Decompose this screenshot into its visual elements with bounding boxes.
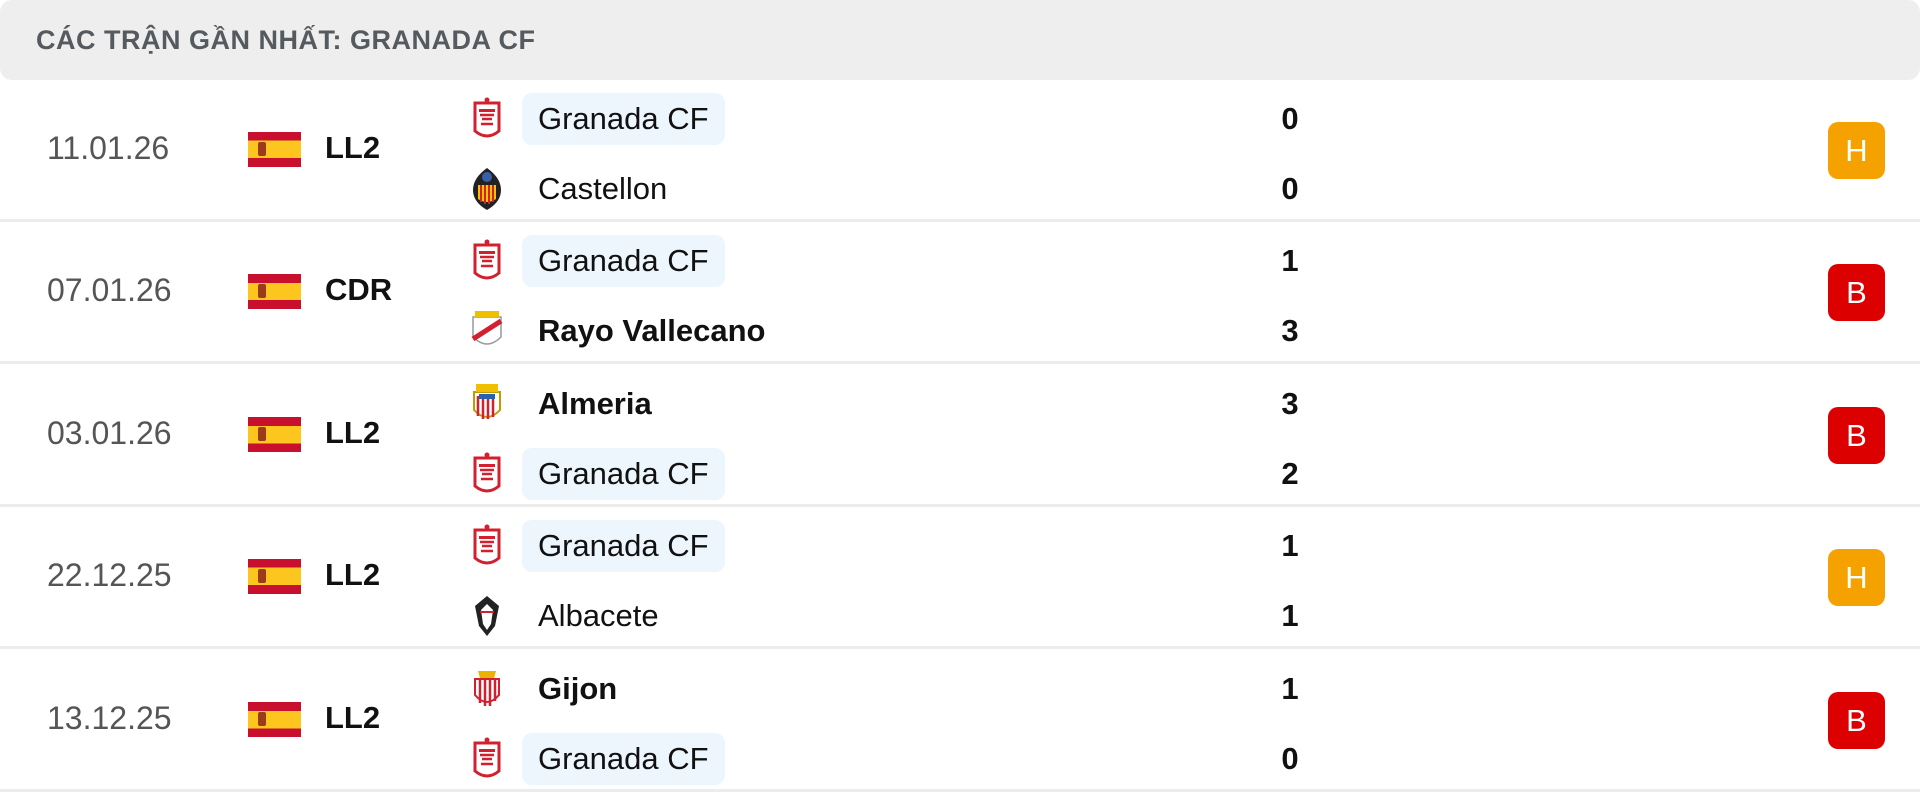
spain-flag-icon	[248, 416, 301, 452]
home-score: 1	[1281, 670, 1299, 706]
away-score: 0	[1281, 171, 1299, 206]
away-score: 2	[1281, 455, 1299, 491]
away-team-name[interactable]: Castellon	[538, 171, 668, 206]
granada-crest-icon	[470, 97, 504, 141]
result-badge: H	[1828, 122, 1885, 179]
rayo-crest-icon	[470, 309, 504, 353]
albacete-crest-icon	[470, 594, 504, 638]
away-score: 1	[1281, 598, 1299, 634]
almeria-crest-icon	[470, 382, 504, 426]
home-team-name[interactable]: Gijon	[538, 670, 618, 706]
home-score: 1	[1281, 528, 1299, 564]
league-code[interactable]: LL2	[325, 414, 381, 450]
match-row[interactable]: 13.12.25 LL2 Gijon 1 Granada CF 0 B	[0, 650, 1920, 792]
home-team-name[interactable]: Almeria	[538, 385, 652, 421]
match-date: 07.01.26	[47, 272, 172, 309]
granada-crest-icon	[470, 239, 504, 283]
result-badge: B	[1828, 406, 1885, 464]
away-score: 3	[1281, 313, 1299, 349]
away-team-name[interactable]: Albacete	[538, 598, 659, 634]
away-team-name[interactable]: Granada CF	[522, 447, 725, 500]
spain-flag-icon	[248, 274, 301, 310]
home-score: 1	[1281, 243, 1299, 279]
spain-flag-icon	[248, 701, 301, 737]
castellon-crest-icon	[470, 167, 504, 211]
home-score: 3	[1281, 385, 1299, 421]
match-row[interactable]: 22.12.25 LL2 Granada CF 1 Albacete 1 H	[0, 507, 1920, 650]
spain-flag-icon	[248, 132, 301, 167]
home-team-name[interactable]: Granada CF	[522, 235, 725, 288]
result-badge: H	[1828, 549, 1885, 607]
match-date: 11.01.26	[47, 130, 170, 166]
match-row[interactable]: 03.01.26 LL2 Almeria 3 Granada CF 2 B	[0, 365, 1920, 507]
section-title: CÁC TRẬN GẦN NHẤT: GRANADA CF	[36, 25, 536, 55]
match-date: 22.12.25	[47, 557, 172, 594]
spain-flag-icon	[248, 559, 301, 595]
league-code[interactable]: LL2	[325, 699, 381, 735]
match-date: 13.12.25	[47, 699, 172, 736]
match-row[interactable]: 07.01.26 CDR Granada CF 1 Rayo Vallecano…	[0, 222, 1920, 365]
home-score: 0	[1281, 101, 1299, 136]
result-badge: B	[1828, 691, 1885, 749]
match-row[interactable]: 11.01.26 LL2 Granada CF 0 Castellon 0 H	[0, 80, 1920, 222]
home-team-name[interactable]: Granada CF	[522, 93, 725, 145]
home-team-name[interactable]: Granada CF	[522, 520, 725, 573]
away-team-name[interactable]: Rayo Vallecano	[538, 313, 766, 349]
granada-crest-icon	[470, 524, 504, 568]
section-header: CÁC TRẬN GẦN NHẤT: GRANADA CF	[0, 0, 1920, 80]
away-score: 0	[1281, 740, 1299, 776]
gijon-crest-icon	[470, 667, 504, 711]
match-date: 03.01.26	[47, 414, 172, 451]
league-code[interactable]: CDR	[325, 272, 393, 308]
granada-crest-icon	[470, 452, 504, 496]
away-team-name[interactable]: Granada CF	[522, 732, 725, 785]
league-code[interactable]: LL2	[325, 557, 381, 593]
granada-crest-icon	[470, 737, 504, 781]
result-badge: B	[1828, 264, 1885, 322]
league-code[interactable]: LL2	[325, 130, 381, 165]
